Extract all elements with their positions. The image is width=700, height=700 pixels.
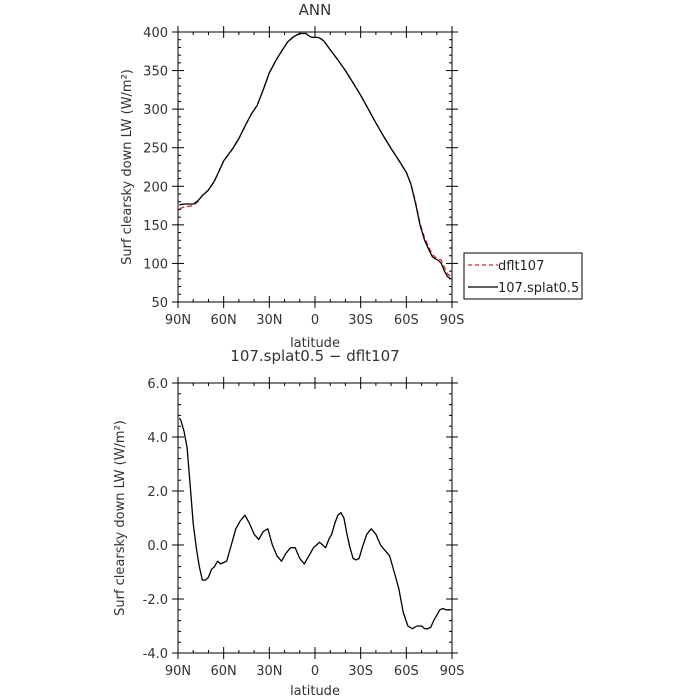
top-plot-frame: [177, 31, 453, 303]
x-tick-label: 60S: [394, 313, 419, 328]
legend: dflt107 107.splat0.5: [463, 252, 583, 300]
y-tick-label: 4.0: [147, 431, 168, 446]
y-tick-label: 150: [143, 219, 168, 234]
y-tick-label: 300: [143, 103, 168, 118]
top-series-lines: [179, 32, 451, 280]
y-tick-label: 6.0: [147, 377, 168, 392]
x-tick-label: 0: [311, 313, 319, 328]
x-tick-label: 30N: [256, 664, 282, 679]
legend-label-dflt107: dflt107: [498, 259, 544, 274]
top-panel: ANN 50 100 150 200 250 300 350 400 90N 60N 30N 0 30…: [120, 1, 464, 351]
bottom-x-axis-label: latitude: [290, 684, 340, 699]
x-tick-label: 30S: [348, 664, 373, 679]
y-tick-label: 50: [151, 296, 168, 311]
x-tick-label: 90S: [440, 664, 465, 679]
bottom-x-tick-labels: 90N 60N 30N 0 30S 60S 90S: [165, 664, 465, 679]
legend-box: [463, 252, 583, 300]
series-line-0: [179, 32, 451, 277]
y-tick-label: 0.0: [147, 539, 168, 554]
y-tick-label: 350: [143, 65, 168, 80]
bottom-ticks: [172, 377, 458, 659]
x-tick-label: 30S: [348, 313, 373, 328]
bottom-panel: 107.splat0.5 − dflt107 -4.0 -2.0 0.0 2.0 4.0…: [113, 347, 464, 699]
series-line-1: [179, 32, 451, 280]
y-tick-label: 250: [143, 142, 168, 157]
y-tick-label: 200: [143, 180, 168, 195]
x-tick-label: 60N: [211, 313, 237, 328]
x-tick-label: 60N: [211, 664, 237, 679]
x-tick-label: 30N: [256, 313, 282, 328]
y-tick-label: 2.0: [147, 485, 168, 500]
y-tick-label: 400: [143, 26, 168, 41]
y-tick-label: -4.0: [143, 647, 168, 662]
x-tick-label: 90N: [165, 313, 191, 328]
series-line-0: [178, 417, 451, 630]
x-tick-label: 90N: [165, 664, 191, 679]
bottom-series-lines: [178, 417, 451, 630]
top-x-tick-labels: 90N 60N 30N 0 30S 60S 90S: [165, 313, 465, 328]
x-tick-label: 90S: [440, 313, 465, 328]
x-tick-label: 60S: [394, 664, 419, 679]
legend-label-splat: 107.splat0.5: [498, 281, 579, 296]
bottom-y-axis-label: Surf clearsky down LW (W/m²): [113, 420, 128, 616]
bottom-y-tick-labels: -4.0 -2.0 0.0 2.0 4.0 6.0: [143, 377, 168, 662]
top-y-tick-labels: 50 100 150 200 250 300 350 400: [143, 26, 168, 311]
top-y-axis-label: Surf clearsky down LW (W/m²): [120, 69, 135, 265]
y-tick-label: 100: [143, 257, 168, 272]
top-x-axis-label: latitude: [290, 336, 340, 351]
x-tick-label: 0: [311, 664, 319, 679]
top-title: ANN: [299, 1, 332, 19]
bottom-title: 107.splat0.5 − dflt107: [230, 347, 399, 365]
y-tick-label: -2.0: [143, 593, 168, 608]
bottom-plot-frame: [177, 382, 453, 654]
top-ticks: [172, 26, 458, 308]
